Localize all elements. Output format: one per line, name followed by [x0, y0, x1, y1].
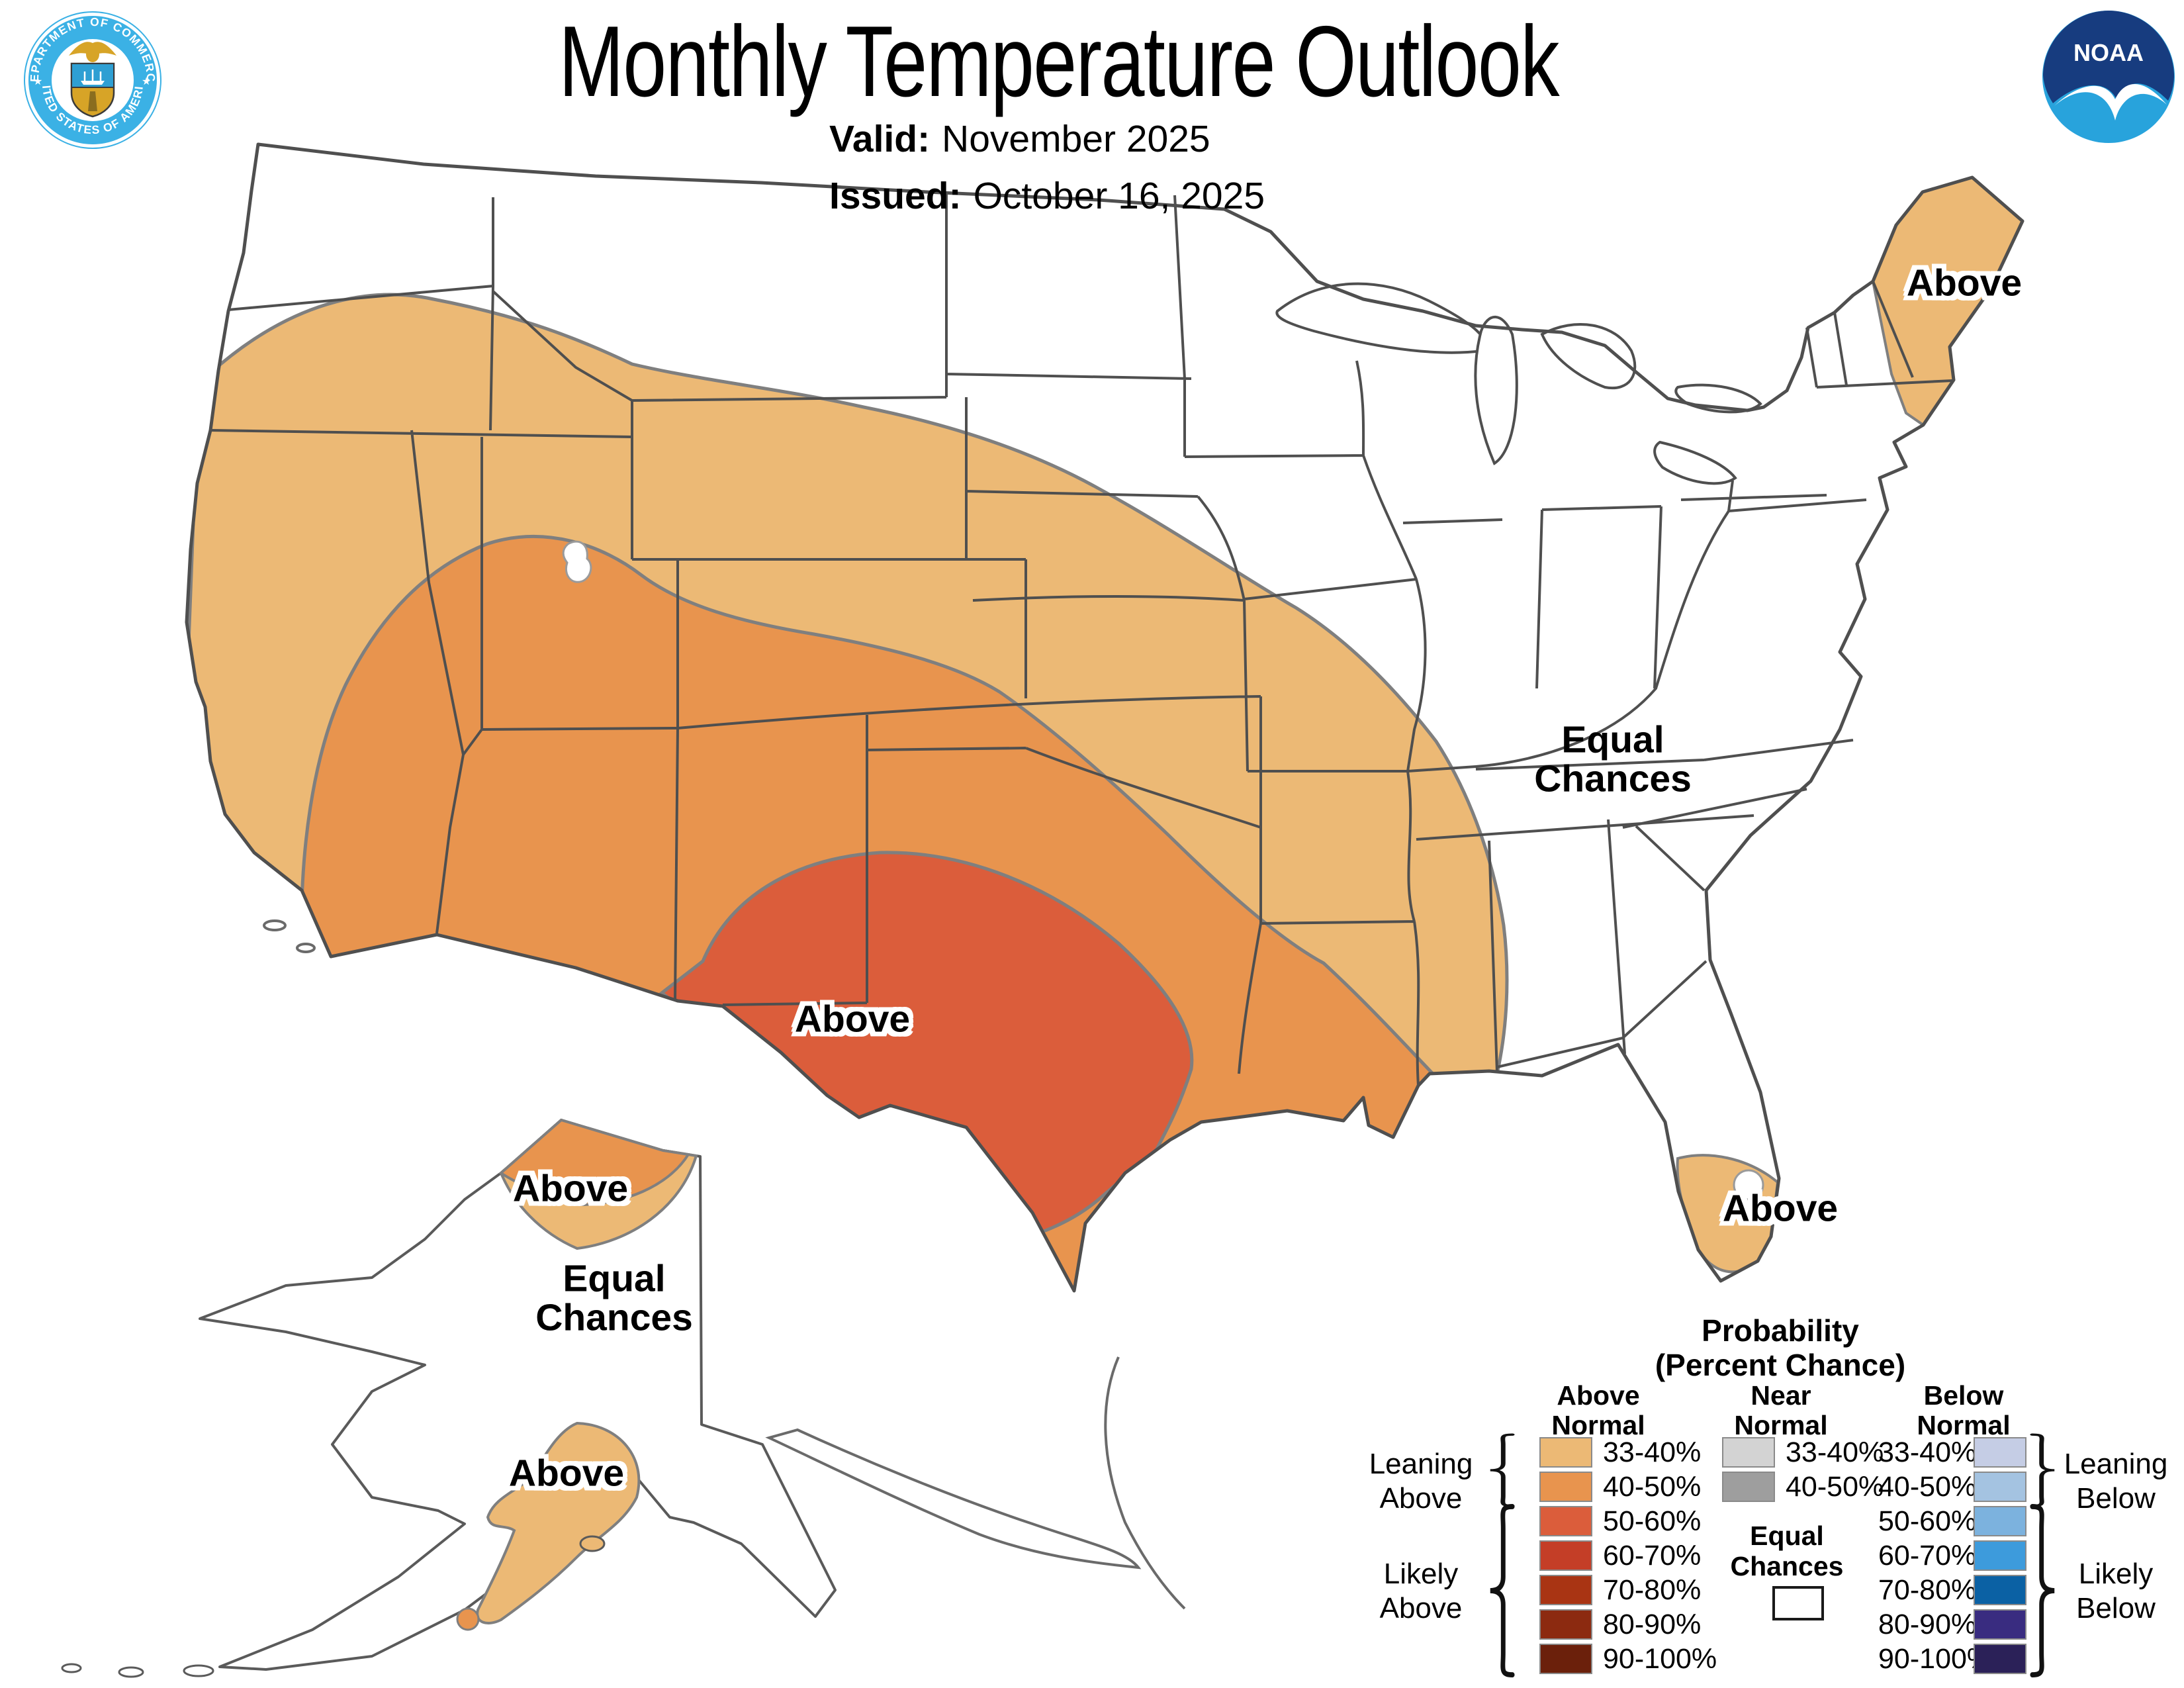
legend-swatch-below-50-60: [1974, 1506, 2026, 1536]
legend-swatch-below-40-50: [1974, 1472, 2026, 1502]
legend-range-near-33-40: 33-40%: [1786, 1436, 1884, 1468]
legend-title-line2: (Percent Chance): [1655, 1348, 1906, 1383]
department-of-commerce-seal: DEPARTMENT OF COMMERCE UNITED STATES OF …: [19, 5, 161, 149]
legend-swatch-near-33-40: [1722, 1437, 1775, 1468]
noaa-dark-hemisphere: [2043, 11, 2174, 103]
lake-michigan: [1474, 315, 1518, 465]
issued-line: Issued: October 16, 2025: [829, 168, 1265, 225]
legend-title: Probability (Percent Chance): [1615, 1313, 1946, 1383]
legend-range-below-90-100: 90-100%: [1878, 1643, 1993, 1675]
legend-header-near-normal: Near Normal: [1734, 1380, 1828, 1441]
brace-likely-below: [2030, 1504, 2055, 1677]
alaska-region-above-40-50: [498, 1118, 691, 1207]
noaa-logo-text: NOAA: [2073, 39, 2144, 66]
legend-swatch-near-40-50: [1722, 1472, 1775, 1502]
legend-title-line1: Probability: [1702, 1313, 1859, 1348]
lake-erie: [1653, 440, 1737, 485]
legend-range-above-50-60: 50-60%: [1603, 1505, 1702, 1537]
legend-header-below-normal: Below Normal: [1917, 1380, 2011, 1441]
noaa-seagull: [2054, 83, 2167, 120]
great-lakes: [1275, 282, 1762, 485]
doc-seal-star-right: ★: [142, 76, 151, 87]
legend-equal-chances-label: Equal Chances: [1730, 1521, 1844, 1581]
valid-value: November 2025: [942, 118, 1210, 160]
map-label-alaska-southwest-above: Above: [508, 1452, 625, 1495]
mexico-coastline: [263, 919, 1186, 1610]
brace-leaning-below: [2030, 1433, 2055, 1507]
legend-range-below-33-40: 33-40%: [1878, 1436, 1977, 1468]
legend-bracket-leaning-below: Leaning Below: [2064, 1448, 2168, 1515]
legend-range-below-70-80: 70-80%: [1878, 1574, 1977, 1606]
page-title: Monthly Temperature Outlook: [559, 5, 1560, 118]
map-label-alaska-north-above: Above: [512, 1167, 629, 1210]
legend-range-above-33-40: 33-40%: [1603, 1436, 1702, 1468]
legend-range-above-70-80: 70-80%: [1603, 1574, 1702, 1606]
legend-bracket-likely-above: Likely Above: [1379, 1558, 1463, 1624]
legend-range-above-80-90: 80-90%: [1603, 1609, 1702, 1640]
kodiak-island: [579, 1535, 606, 1552]
doc-seal-shield: [70, 62, 115, 118]
legend-swatch-above-90-100: [1539, 1644, 1592, 1674]
valid-label: Valid:: [829, 118, 931, 160]
map-label-florida-above: Above: [1722, 1187, 1839, 1230]
brace-likely-above: [1490, 1504, 1515, 1677]
alaska-outline: [199, 1119, 837, 1671]
legend-range-below-80-90: 80-90%: [1878, 1609, 1977, 1640]
legend-header-above-normal: Above Normal: [1551, 1380, 1645, 1441]
noaa-logo: NOAA: [2042, 11, 2175, 143]
legend-bracket-leaning-above: Leaning Above: [1369, 1448, 1473, 1515]
lake-huron: [1540, 322, 1637, 390]
legend-swatch-above-50-60: [1539, 1506, 1592, 1536]
alaska: [61, 1118, 837, 1678]
map-label-east-equal-chances: Equal Chances: [1534, 718, 1692, 800]
aleutian-islands: [61, 1663, 214, 1678]
legend-range-below-50-60: 50-60%: [1878, 1505, 1977, 1537]
legend-swatch-above-60-70: [1539, 1540, 1592, 1571]
legend-swatch-above-40-50: [1539, 1472, 1592, 1502]
doc-seal-eagle: [69, 42, 116, 62]
lake-okeechobee: [1733, 1169, 1764, 1201]
sonora-coast: [1104, 1356, 1186, 1610]
legend-swatch-above-33-40: [1539, 1437, 1592, 1468]
legend-range-below-40-50: 40-50%: [1878, 1471, 1977, 1503]
region-above-50-60: [659, 851, 1194, 1243]
doc-seal-star-left: ★: [33, 76, 42, 87]
legend-swatch-above-70-80: [1539, 1575, 1592, 1605]
conus-outline: [185, 142, 2025, 1293]
map-label-maine-above: Above: [1906, 261, 2023, 305]
legend-swatch-below-90-100: [1974, 1644, 2026, 1674]
legend-swatch-above-80-90: [1539, 1609, 1592, 1640]
state-borders: [210, 192, 1953, 1086]
legend-range-above-40-50: 40-50%: [1603, 1471, 1702, 1503]
legend-swatch-below-80-90: [1974, 1609, 2026, 1640]
issue-block: Valid: November 2025 Issued: October 16, 2…: [829, 111, 1265, 224]
map-label-west-above: Above: [794, 998, 911, 1041]
legend-swatch-below-60-70: [1974, 1540, 2026, 1571]
legend-range-above-90-100: 90-100%: [1603, 1643, 1717, 1675]
issued-value: October 16, 2025: [973, 174, 1265, 217]
legend-swatch-below-33-40: [1974, 1437, 2026, 1468]
legend-range-below-60-70: 60-70%: [1878, 1540, 1977, 1571]
channel-island: [263, 919, 287, 931]
issued-label: Issued:: [829, 174, 962, 217]
legend-bracket-likely-below: Likely Below: [2076, 1558, 2156, 1624]
great-salt-lake: [562, 540, 592, 583]
legend-swatch-below-70-80: [1974, 1575, 2026, 1605]
legend-equal-chances-box: [1772, 1586, 1824, 1620]
legend-range-near-40-50: 40-50%: [1786, 1471, 1884, 1503]
alaska-peninsula-above-40-50-tip: [456, 1607, 480, 1631]
baja-california: [765, 1428, 1142, 1570]
legend-range-above-60-70: 60-70%: [1603, 1540, 1702, 1571]
valid-line: Valid: November 2025: [829, 111, 1265, 168]
channel-island-2: [296, 943, 316, 953]
map-label-alaska-equal-chances: Equal Chances: [535, 1257, 693, 1339]
brace-leaning-above: [1490, 1433, 1515, 1507]
